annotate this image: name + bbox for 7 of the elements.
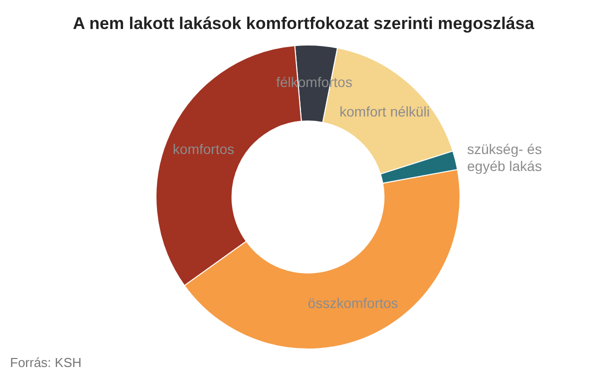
slice-label: félkomfortos [276, 74, 352, 90]
text: Forrás: KSH [10, 355, 82, 370]
slice-label: szükség- és egyéb lakás [467, 140, 542, 174]
slice-label: komfort nélküli [340, 103, 430, 120]
slice-label: összkomfortos [308, 294, 398, 311]
slice-label: komfortos [172, 140, 234, 157]
chart-title: A nem lakott lakások komfortfokozat szerinti megoszlása [72, 14, 536, 34]
